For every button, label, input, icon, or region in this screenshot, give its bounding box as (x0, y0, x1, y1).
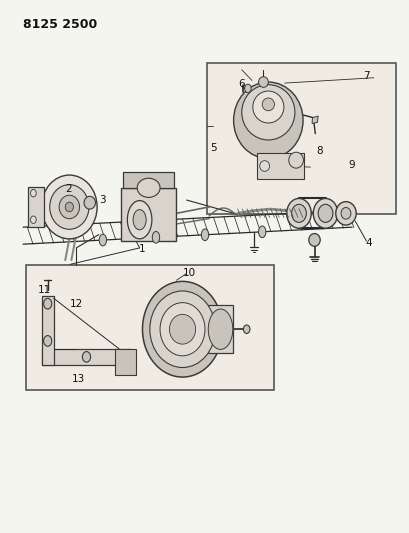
Ellipse shape (201, 229, 208, 240)
Polygon shape (41, 296, 54, 365)
Ellipse shape (152, 231, 159, 243)
Ellipse shape (286, 198, 310, 228)
Ellipse shape (259, 161, 269, 171)
Ellipse shape (252, 91, 283, 123)
Bar (123, 172, 174, 188)
Bar (207, 305, 233, 353)
Ellipse shape (291, 204, 306, 222)
Text: 2: 2 (65, 184, 71, 195)
Ellipse shape (142, 281, 222, 377)
Bar (121, 188, 176, 241)
Bar (257, 154, 303, 179)
Polygon shape (115, 349, 135, 375)
Ellipse shape (208, 309, 232, 350)
Text: 1: 1 (138, 244, 145, 254)
Polygon shape (41, 349, 131, 365)
Text: 4: 4 (364, 238, 371, 247)
Ellipse shape (243, 325, 249, 334)
Ellipse shape (133, 209, 146, 230)
Ellipse shape (233, 82, 302, 159)
Ellipse shape (244, 84, 251, 93)
Ellipse shape (49, 184, 89, 229)
Ellipse shape (312, 198, 337, 228)
Ellipse shape (262, 98, 274, 111)
Ellipse shape (43, 336, 52, 346)
Text: 7: 7 (362, 71, 369, 81)
Text: 9: 9 (348, 160, 355, 171)
Ellipse shape (43, 298, 52, 309)
Ellipse shape (169, 314, 195, 344)
Ellipse shape (149, 291, 215, 368)
Polygon shape (311, 116, 317, 124)
Ellipse shape (127, 200, 151, 239)
Ellipse shape (288, 152, 303, 168)
Text: 8125 2500: 8125 2500 (23, 18, 97, 31)
Bar (207, 63, 395, 214)
Polygon shape (28, 187, 43, 227)
Ellipse shape (84, 196, 95, 209)
Ellipse shape (340, 207, 350, 219)
Ellipse shape (335, 201, 355, 225)
Ellipse shape (41, 175, 97, 239)
Ellipse shape (241, 85, 294, 140)
Ellipse shape (308, 233, 319, 246)
Text: 10: 10 (182, 268, 196, 278)
Text: 13: 13 (72, 374, 85, 384)
Text: 12: 12 (70, 298, 83, 309)
Ellipse shape (65, 202, 73, 212)
Text: 8: 8 (315, 146, 322, 156)
Ellipse shape (30, 189, 36, 197)
Ellipse shape (99, 234, 106, 246)
Ellipse shape (59, 195, 79, 219)
Ellipse shape (160, 303, 204, 356)
Ellipse shape (30, 216, 36, 223)
Text: 11: 11 (38, 286, 51, 295)
Ellipse shape (317, 204, 332, 222)
Ellipse shape (258, 77, 267, 87)
Ellipse shape (258, 226, 265, 238)
Text: 5: 5 (209, 143, 216, 154)
Ellipse shape (137, 178, 160, 197)
Text: 3: 3 (99, 195, 105, 205)
Text: 6: 6 (238, 79, 245, 89)
Bar (26, 265, 273, 390)
Ellipse shape (82, 352, 90, 362)
